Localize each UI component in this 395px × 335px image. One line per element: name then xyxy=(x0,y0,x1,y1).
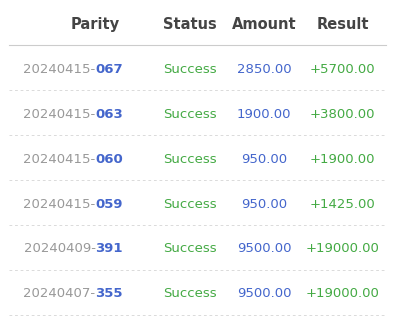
Text: 059: 059 xyxy=(96,198,123,210)
Text: 060: 060 xyxy=(96,153,123,166)
Text: 950.00: 950.00 xyxy=(241,153,287,166)
Text: 391: 391 xyxy=(96,243,123,255)
Text: Result: Result xyxy=(316,17,369,32)
Text: 20240415-: 20240415- xyxy=(23,153,96,166)
Text: Amount: Amount xyxy=(232,17,297,32)
Text: 063: 063 xyxy=(96,108,123,121)
Text: 067: 067 xyxy=(96,63,123,76)
Text: +19000.00: +19000.00 xyxy=(306,243,380,255)
Text: 2850.00: 2850.00 xyxy=(237,63,292,76)
Text: Success: Success xyxy=(163,287,216,300)
Text: 9500.00: 9500.00 xyxy=(237,287,292,300)
Text: +3800.00: +3800.00 xyxy=(310,108,375,121)
Text: 20240409-: 20240409- xyxy=(24,243,96,255)
Text: +5700.00: +5700.00 xyxy=(310,63,375,76)
Text: 9500.00: 9500.00 xyxy=(237,243,292,255)
Text: 1900.00: 1900.00 xyxy=(237,108,292,121)
Text: Status: Status xyxy=(163,17,216,32)
Text: Success: Success xyxy=(163,243,216,255)
Text: +19000.00: +19000.00 xyxy=(306,287,380,300)
Text: Parity: Parity xyxy=(71,17,120,32)
Text: 20240415-: 20240415- xyxy=(23,63,96,76)
Text: Success: Success xyxy=(163,198,216,210)
Text: 950.00: 950.00 xyxy=(241,198,287,210)
Text: 20240415-: 20240415- xyxy=(23,198,96,210)
Text: 20240407-: 20240407- xyxy=(23,287,96,300)
Text: 20240415-: 20240415- xyxy=(23,108,96,121)
Text: +1900.00: +1900.00 xyxy=(310,153,375,166)
Text: Success: Success xyxy=(163,63,216,76)
Text: 355: 355 xyxy=(96,287,123,300)
Text: Success: Success xyxy=(163,108,216,121)
Text: +1425.00: +1425.00 xyxy=(310,198,376,210)
Text: Success: Success xyxy=(163,153,216,166)
